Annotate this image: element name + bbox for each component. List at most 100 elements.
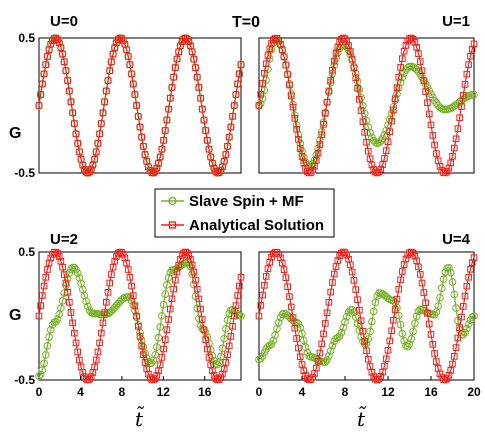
point-analytical <box>461 81 469 88</box>
point-analytical <box>192 276 199 284</box>
point-analytical <box>289 103 297 111</box>
legend-box <box>154 188 335 238</box>
point-slave-spin <box>218 162 227 171</box>
point-slave-spin <box>350 308 358 317</box>
point-analytical <box>156 361 164 369</box>
point-analytical <box>173 55 181 63</box>
point-analytical <box>402 42 410 49</box>
point-analytical <box>101 98 108 106</box>
point-analytical <box>416 58 424 65</box>
series-analytical <box>255 34 478 177</box>
point-slave-spin <box>222 150 230 159</box>
x-tick-label: 4 <box>77 385 84 399</box>
point-slave-spin <box>141 349 149 357</box>
point-analytical <box>397 64 404 71</box>
point-analytical <box>259 80 266 87</box>
point-analytical <box>190 268 198 276</box>
point-slave-spin <box>348 306 356 314</box>
point-analytical <box>79 161 87 169</box>
point-slave-spin <box>294 319 303 328</box>
point-analytical <box>69 109 76 117</box>
point-analytical <box>150 169 157 177</box>
point-analytical <box>452 135 460 143</box>
point-analytical <box>413 257 420 265</box>
point-analytical <box>406 249 413 256</box>
point-analytical <box>236 70 243 78</box>
point-analytical <box>227 123 235 131</box>
point-analytical <box>463 70 471 78</box>
point-analytical <box>318 131 326 139</box>
point-analytical <box>449 360 456 368</box>
point-analytical <box>359 328 367 335</box>
y-tick-label: 0.5 <box>18 245 35 259</box>
point-slave-spin <box>439 275 448 284</box>
point-analytical <box>391 95 399 103</box>
point-analytical <box>158 145 166 153</box>
point-analytical <box>293 335 300 342</box>
point-slave-spin <box>362 339 371 348</box>
point-analytical <box>357 107 365 114</box>
point-analytical <box>377 165 385 173</box>
point-slave-spin <box>445 264 453 272</box>
point-analytical <box>145 163 152 171</box>
legend-label-analytical: Analytical Solution <box>189 217 324 234</box>
point-analytical <box>280 266 288 274</box>
point-analytical <box>323 98 331 106</box>
point-slave-spin <box>265 341 274 350</box>
point-analytical <box>215 169 223 176</box>
point-analytical <box>313 157 320 164</box>
point-analytical <box>158 354 166 361</box>
point-analytical <box>62 67 70 75</box>
point-analytical <box>126 61 134 68</box>
point-analytical <box>296 145 304 152</box>
point-analytical <box>425 110 433 118</box>
point-analytical <box>67 309 75 316</box>
point-analytical <box>97 120 105 127</box>
point-slave-spin <box>403 63 412 72</box>
point-slave-spin <box>53 315 62 323</box>
point-analytical <box>91 155 98 163</box>
point-analytical <box>442 169 449 177</box>
point-analytical <box>224 351 231 359</box>
series-analytical <box>255 248 478 384</box>
point-slave-spin <box>274 318 283 327</box>
point-analytical <box>165 105 172 113</box>
point-analytical <box>262 60 270 68</box>
point-analytical <box>314 149 322 157</box>
point-analytical <box>209 367 216 375</box>
point-slave-spin <box>158 311 166 320</box>
point-analytical <box>382 147 390 154</box>
point-analytical <box>280 53 288 60</box>
point-analytical <box>309 374 317 381</box>
point-slave-spin <box>75 274 84 282</box>
point-analytical <box>182 34 189 42</box>
point-slave-spin <box>411 319 419 328</box>
point-analytical <box>431 141 438 149</box>
point-analytical <box>295 344 302 352</box>
point-analytical <box>352 286 360 293</box>
point-analytical <box>92 148 100 156</box>
point-analytical <box>399 268 406 275</box>
point-slave-spin <box>368 317 376 326</box>
point-analytical <box>69 319 76 327</box>
x-tick-label: 8 <box>119 385 126 399</box>
point-analytical <box>407 34 415 42</box>
point-analytical <box>136 333 144 340</box>
point-slave-spin <box>402 341 410 350</box>
point-analytical <box>459 92 467 99</box>
point-analytical <box>298 153 306 160</box>
point-analytical <box>44 53 51 60</box>
point-analytical <box>155 160 162 167</box>
point-analytical <box>275 250 283 258</box>
point-analytical <box>386 337 394 345</box>
point-analytical <box>377 373 385 380</box>
panel-4: U=4 0 4 8 12 16 20 <box>255 231 481 399</box>
panel-title: U=1 <box>442 13 470 30</box>
point-slave-spin <box>213 360 222 369</box>
point-analytical <box>131 302 139 309</box>
point-analytical <box>109 50 117 58</box>
point-slave-spin <box>434 302 442 310</box>
point-slave-spin <box>436 293 444 302</box>
point-analytical <box>395 73 403 81</box>
point-analytical <box>225 133 233 141</box>
